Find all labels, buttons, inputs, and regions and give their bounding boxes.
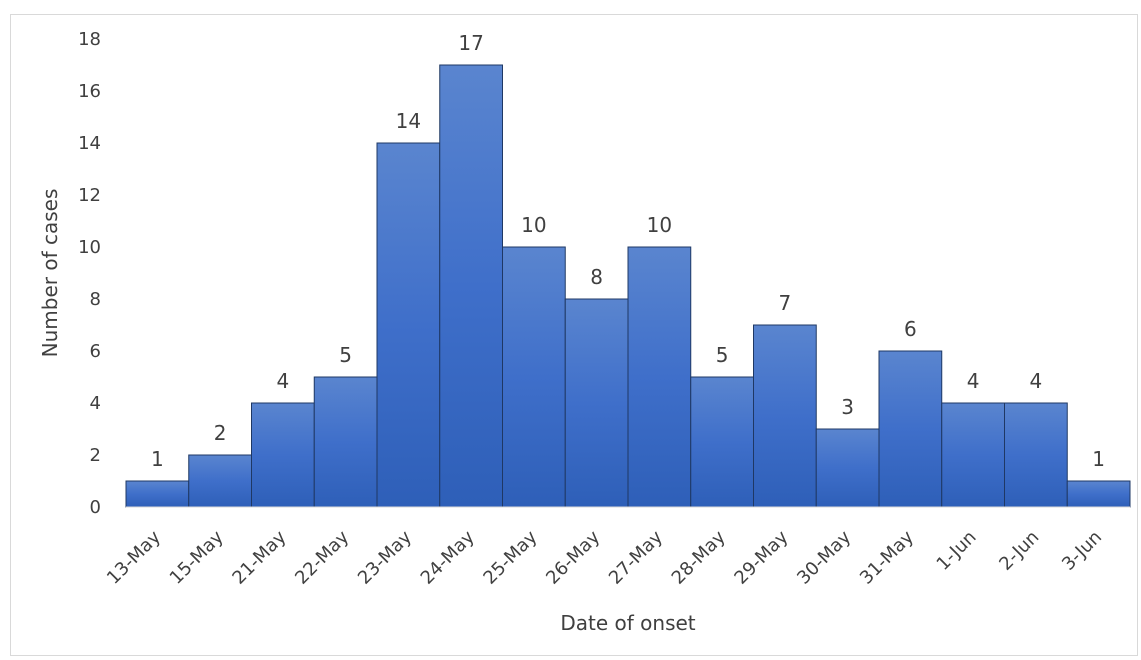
y-axis-title: Number of cases bbox=[38, 189, 62, 358]
data-label: 10 bbox=[521, 213, 546, 237]
bar bbox=[313, 376, 378, 508]
x-tick-label: 31-May bbox=[856, 526, 918, 588]
data-label: 1 bbox=[151, 447, 164, 471]
data-label: 8 bbox=[590, 265, 603, 289]
data-label: 17 bbox=[458, 31, 483, 55]
data-label: 6 bbox=[904, 317, 917, 341]
x-axis-title: Date of onset bbox=[560, 611, 695, 635]
y-tick-label: 12 bbox=[78, 185, 101, 206]
x-tick-label: 28-May bbox=[668, 526, 730, 588]
data-label: 7 bbox=[779, 291, 792, 315]
x-tick-label: 13-May bbox=[103, 526, 165, 588]
x-tick-label: 30-May bbox=[793, 526, 855, 588]
x-tick-label: 25-May bbox=[479, 526, 541, 588]
data-label: 10 bbox=[647, 213, 672, 237]
bar bbox=[878, 350, 943, 508]
data-label: 5 bbox=[339, 343, 352, 367]
y-tick-label: 10 bbox=[78, 237, 101, 258]
x-tick-label: 23-May bbox=[354, 526, 416, 588]
y-tick-label: 6 bbox=[90, 341, 101, 362]
x-tick-label: 2-Jun bbox=[995, 527, 1043, 575]
bar bbox=[941, 402, 1005, 508]
bars-layer bbox=[125, 64, 1131, 508]
y-tick-label: 0 bbox=[90, 497, 101, 518]
x-tick-label: 26-May bbox=[542, 526, 604, 588]
data-label: 14 bbox=[396, 109, 421, 133]
bar bbox=[1066, 480, 1131, 508]
data-label: 5 bbox=[716, 343, 729, 367]
x-tick-label: 3-Jun bbox=[1058, 527, 1106, 575]
data-label: 3 bbox=[841, 395, 854, 419]
bar bbox=[439, 64, 503, 508]
bar bbox=[251, 402, 315, 508]
y-tick-label: 4 bbox=[90, 393, 101, 414]
y-tick-label: 14 bbox=[78, 133, 101, 154]
data-label: 4 bbox=[1030, 369, 1043, 393]
x-tick-label: 1-Jun bbox=[933, 527, 981, 575]
bar bbox=[753, 324, 817, 508]
bar bbox=[564, 298, 629, 508]
bar bbox=[627, 246, 692, 508]
bar bbox=[188, 454, 252, 508]
y-axis-ticks: 0 2 4 6 8 10 12 14 16 18 bbox=[78, 29, 101, 518]
y-tick-label: 16 bbox=[78, 81, 101, 102]
x-tick-label: 27-May bbox=[605, 526, 667, 588]
bar bbox=[376, 142, 441, 508]
x-tick-label: 29-May bbox=[730, 526, 792, 588]
bar bbox=[502, 246, 566, 508]
data-label: 2 bbox=[214, 421, 227, 445]
x-tick-label: 22-May bbox=[291, 526, 353, 588]
x-tick-label: 24-May bbox=[417, 526, 479, 588]
x-tick-label: 21-May bbox=[228, 526, 290, 588]
y-tick-label: 2 bbox=[90, 445, 101, 466]
data-label: 4 bbox=[277, 369, 290, 393]
x-tick-label: 15-May bbox=[166, 526, 228, 588]
bar bbox=[125, 480, 190, 508]
y-tick-label: 18 bbox=[78, 29, 101, 50]
x-axis-ticks: 13-May 15-May 21-May 22-May 23-May 24-May 25-M… bbox=[103, 526, 1106, 588]
data-label: 4 bbox=[967, 369, 980, 393]
bar bbox=[815, 428, 880, 508]
bar bbox=[1004, 402, 1068, 508]
data-labels: 1 2 4 5 14 17 10 8 10 5 7 3 6 4 4 1 bbox=[151, 31, 1105, 471]
data-label: 1 bbox=[1092, 447, 1105, 471]
y-tick-label: 8 bbox=[90, 289, 101, 310]
bar bbox=[690, 376, 754, 508]
